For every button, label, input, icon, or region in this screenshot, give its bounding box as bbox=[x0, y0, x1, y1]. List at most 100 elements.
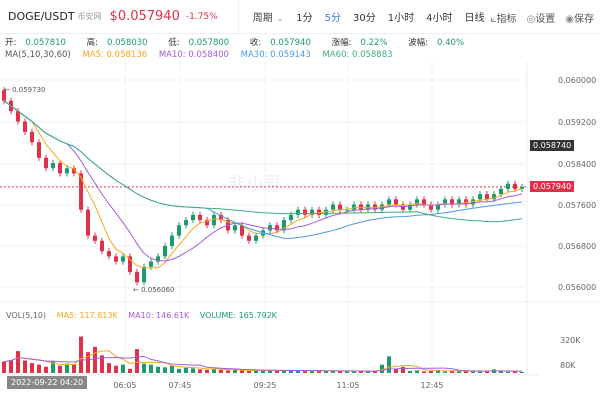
divider bbox=[237, 0, 239, 34]
volume-bar bbox=[177, 368, 181, 373]
ma60-line bbox=[3, 100, 523, 223]
volume-bar bbox=[79, 336, 83, 373]
volume-bar bbox=[233, 369, 237, 373]
reference-price-tag: 0.058740 bbox=[530, 140, 575, 151]
candle-body bbox=[205, 220, 209, 226]
candle-body bbox=[408, 204, 412, 210]
interval-5[interactable]: 日线 bbox=[464, 13, 485, 24]
interval-2[interactable]: 30分 bbox=[353, 13, 376, 24]
tool-button-2[interactable]: ◉保存 bbox=[565, 14, 594, 25]
candle-body bbox=[135, 271, 139, 283]
volume-bar bbox=[401, 366, 405, 373]
last-price-tag: 0.057940 bbox=[530, 181, 575, 192]
candle-body bbox=[303, 209, 307, 215]
candle-body bbox=[520, 186, 524, 189]
volume-bar bbox=[359, 370, 363, 373]
tool-button-1[interactable]: ◎设置 bbox=[526, 14, 556, 25]
volume-bar bbox=[65, 363, 69, 373]
volume-bar bbox=[275, 370, 279, 373]
high-marker: ← 0.059730 bbox=[4, 86, 46, 94]
volume-bar bbox=[16, 351, 20, 373]
candle-body bbox=[198, 214, 202, 221]
volume-bar bbox=[135, 349, 139, 373]
volume-bar bbox=[37, 364, 41, 373]
volume-bar bbox=[380, 364, 384, 373]
candle-body bbox=[478, 194, 482, 200]
price-change: -1.75% bbox=[185, 11, 218, 22]
candle-body bbox=[170, 235, 174, 246]
candle-body bbox=[450, 199, 454, 205]
volume-bar bbox=[373, 371, 377, 373]
candle-body bbox=[177, 225, 181, 236]
volume-bar bbox=[338, 370, 342, 373]
candle-body bbox=[499, 188, 503, 195]
volume-bar bbox=[30, 363, 34, 373]
candle-body bbox=[513, 183, 517, 189]
candle-body bbox=[65, 168, 69, 174]
price-axis-label: 0.056800 bbox=[558, 242, 596, 251]
volume-bar bbox=[142, 363, 146, 373]
volume-bar bbox=[520, 371, 524, 373]
volume-bar bbox=[191, 368, 195, 373]
interval-0[interactable]: 1分 bbox=[296, 13, 313, 24]
candle-body bbox=[275, 225, 279, 231]
volume-bar bbox=[422, 371, 426, 373]
volume-bar bbox=[184, 367, 188, 373]
volume-bar bbox=[9, 359, 13, 373]
candle-body bbox=[100, 240, 104, 252]
candle-body bbox=[296, 209, 300, 215]
volume-bar bbox=[429, 370, 433, 373]
volume-bar bbox=[408, 370, 412, 373]
volume-bar bbox=[114, 365, 118, 373]
camera-icon: ◉ bbox=[565, 14, 574, 25]
candle-body bbox=[142, 266, 146, 283]
candle-body bbox=[492, 194, 496, 200]
candle-body bbox=[471, 199, 475, 205]
volume-bar bbox=[212, 368, 216, 373]
time-axis-label: 09:25 bbox=[253, 381, 276, 390]
interval-3[interactable]: 1小时 bbox=[387, 13, 415, 24]
volume-bar bbox=[345, 371, 349, 373]
candle-body bbox=[107, 251, 111, 257]
volume-bar bbox=[310, 370, 314, 373]
candle-body bbox=[429, 204, 433, 210]
candle-body bbox=[394, 199, 398, 205]
volume-bar bbox=[366, 371, 370, 373]
volume-bar bbox=[44, 366, 48, 373]
volume-bar bbox=[443, 371, 447, 373]
volume-bar bbox=[331, 371, 335, 373]
volume-bar bbox=[100, 355, 104, 373]
candle-body bbox=[338, 204, 342, 210]
volume-bar bbox=[478, 370, 482, 373]
interval-1[interactable]: 5分 bbox=[324, 13, 342, 24]
volume-bar bbox=[226, 370, 230, 373]
candle-body bbox=[359, 204, 363, 210]
candle-body bbox=[324, 209, 328, 215]
candle-body bbox=[240, 225, 244, 236]
candle-body bbox=[254, 235, 258, 241]
candle-body bbox=[149, 261, 153, 267]
candle-body bbox=[457, 199, 461, 205]
volume-bar bbox=[2, 361, 6, 373]
cursor-date-label: 2022-09-22 04:20 bbox=[7, 376, 88, 389]
candle-body bbox=[373, 204, 377, 210]
time-axis-label: 11:05 bbox=[336, 381, 359, 390]
time-axis-label: 06:05 bbox=[113, 381, 136, 390]
volume-bar bbox=[254, 370, 258, 373]
candle-body bbox=[282, 220, 286, 231]
period-dropdown[interactable]: 周期 ⌄ bbox=[252, 13, 285, 24]
candle-body bbox=[86, 209, 90, 236]
time-axis-label: 07:45 bbox=[168, 381, 191, 390]
candle-body bbox=[289, 214, 293, 221]
volume-bar bbox=[352, 371, 356, 373]
candle-body bbox=[401, 204, 405, 210]
interval-4[interactable]: 4小时 bbox=[426, 13, 453, 24]
candle-body bbox=[331, 204, 335, 210]
price-axis-label: 0.060000 bbox=[558, 76, 596, 85]
volume-bar bbox=[303, 370, 307, 373]
tool-button-0[interactable]: ⟀指标 bbox=[490, 14, 517, 25]
candle-body bbox=[93, 235, 97, 241]
candle-body bbox=[352, 204, 356, 210]
candle-body bbox=[30, 131, 34, 143]
